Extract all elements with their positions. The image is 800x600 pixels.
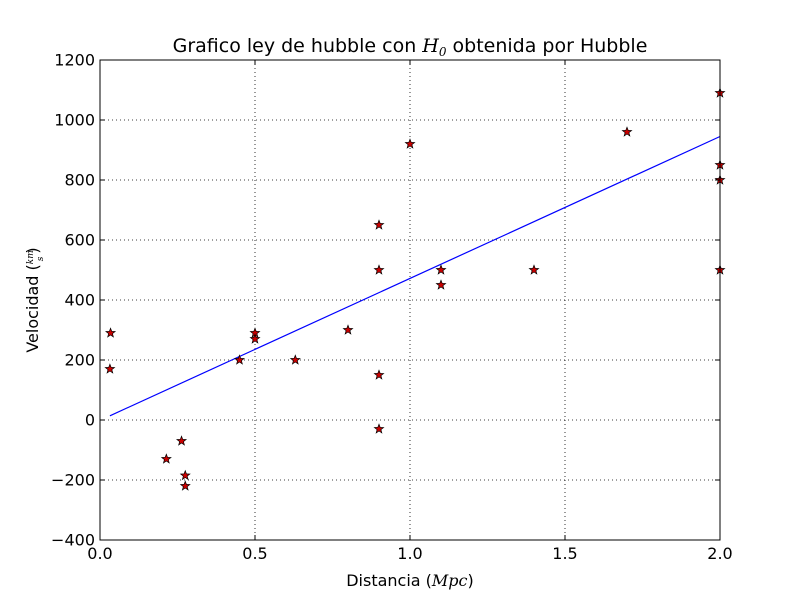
data-points-layer bbox=[104, 87, 726, 491]
data-point bbox=[435, 279, 447, 290]
data-point bbox=[373, 219, 385, 230]
y-tick-label: −200 bbox=[51, 471, 95, 490]
svg-text:Velocidad (kms): Velocidad (kms) bbox=[23, 247, 46, 352]
data-point bbox=[373, 369, 385, 380]
data-point bbox=[105, 327, 117, 338]
x-tick-label: 1.5 bbox=[552, 544, 577, 563]
data-point bbox=[179, 469, 191, 481]
data-point bbox=[373, 423, 385, 434]
x-axis-label: Distancia (Mpc) bbox=[346, 571, 474, 590]
data-point bbox=[175, 435, 188, 446]
data-point bbox=[342, 324, 354, 335]
data-point bbox=[435, 264, 447, 275]
y-tick-label: 1200 bbox=[54, 51, 95, 70]
x-tick-label: 0.5 bbox=[242, 544, 267, 563]
data-point bbox=[373, 264, 385, 275]
data-point bbox=[528, 264, 540, 275]
data-point bbox=[160, 453, 172, 464]
y-tick-label: 0 bbox=[85, 411, 95, 430]
data-point bbox=[233, 354, 246, 365]
y-tick-label: 800 bbox=[64, 171, 95, 190]
data-point bbox=[289, 354, 301, 365]
data-point bbox=[621, 126, 633, 137]
axis-ticks bbox=[99, 59, 721, 541]
y-tick-label: 600 bbox=[64, 231, 95, 250]
x-tick-label: 0.0 bbox=[87, 544, 112, 563]
data-point bbox=[104, 363, 116, 374]
data-point bbox=[404, 138, 416, 149]
y-tick-label: −400 bbox=[51, 531, 95, 550]
y-tick-label: 200 bbox=[64, 351, 95, 370]
chart-title: Grafico ley de hubble con H0 obtenida po… bbox=[173, 35, 648, 59]
data-point bbox=[249, 333, 261, 344]
y-tick-labels: −400 −200 0 200 400 600 800 1000 1200 bbox=[51, 51, 95, 550]
x-tick-label: 1.0 bbox=[397, 544, 422, 563]
fit-line bbox=[109, 135, 721, 417]
x-tick-labels: 0.0 0.5 1.0 1.5 2.0 bbox=[87, 544, 732, 563]
y-tick-label: 400 bbox=[64, 291, 95, 310]
y-axis-label: Velocidad (kms) bbox=[23, 247, 46, 352]
x-tick-label: 2.0 bbox=[707, 544, 732, 563]
data-point bbox=[179, 480, 191, 491]
fit-line-layer bbox=[109, 135, 721, 417]
y-tick-label: 1000 bbox=[54, 111, 95, 130]
